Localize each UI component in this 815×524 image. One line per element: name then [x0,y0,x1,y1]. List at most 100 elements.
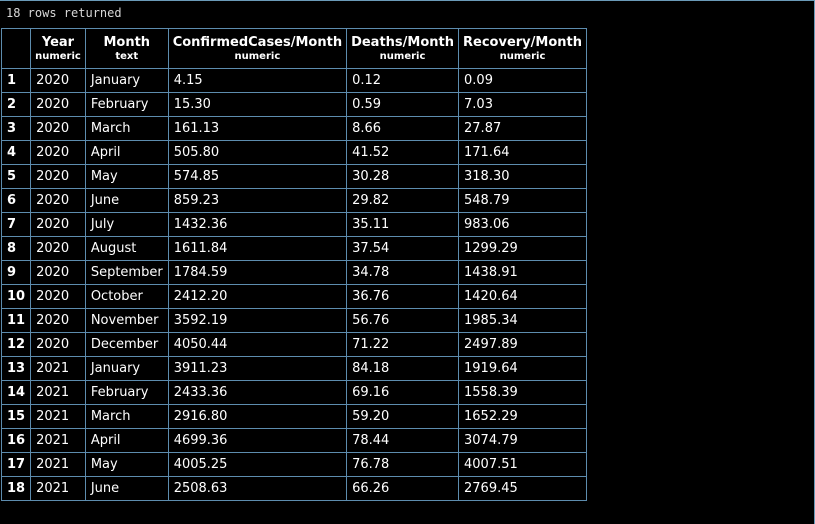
cell-month[interactable]: August [84,236,169,261]
cell-year[interactable]: 2020 [30,116,86,141]
table-row[interactable]: 7 2020 July 1432.36 35.11 983.06 [0,212,587,237]
table-row[interactable]: 3 2020 March 161.13 8.66 27.87 [0,116,587,141]
cell-confirmed-cases[interactable]: 1784.59 [167,260,348,285]
cell-deaths[interactable]: 29.82 [346,188,460,213]
table-row[interactable]: 6 2020 June 859.23 29.82 548.79 [0,188,587,213]
table-row[interactable]: 8 2020 August 1611.84 37.54 1299.29 [0,236,587,261]
column-header-deaths[interactable]: Deaths/Month numeric [346,28,460,69]
cell-deaths[interactable]: 8.66 [346,116,460,141]
cell-deaths[interactable]: 35.11 [346,212,460,237]
table-row[interactable]: 17 2021 May 4005.25 76.78 4007.51 [0,452,587,477]
table-row[interactable]: 2 2020 February 15.30 0.59 7.03 [0,92,587,117]
cell-recovery[interactable]: 2497.89 [458,332,587,357]
cell-year[interactable]: 2021 [30,428,86,453]
cell-month[interactable]: July [84,212,169,237]
cell-confirmed-cases[interactable]: 3911.23 [167,356,348,381]
cell-year[interactable]: 2020 [30,260,86,285]
cell-recovery[interactable]: 3074.79 [458,428,587,453]
table-row[interactable]: 9 2020 September 1784.59 34.78 1438.91 [0,260,587,285]
cell-month[interactable]: June [84,188,169,213]
cell-month[interactable]: November [84,308,169,333]
cell-deaths[interactable]: 34.78 [346,260,460,285]
cell-recovery[interactable]: 1919.64 [458,356,587,381]
cell-year[interactable]: 2020 [30,164,86,189]
cell-confirmed-cases[interactable]: 1611.84 [167,236,348,261]
table-row[interactable]: 14 2021 February 2433.36 69.16 1558.39 [0,380,587,405]
cell-year[interactable]: 2021 [30,452,86,477]
cell-confirmed-cases[interactable]: 1432.36 [167,212,348,237]
table-row[interactable]: 15 2021 March 2916.80 59.20 1652.29 [0,404,587,429]
cell-confirmed-cases[interactable]: 4005.25 [167,452,348,477]
cell-recovery[interactable]: 1420.64 [458,284,587,309]
cell-month[interactable]: February [84,92,169,117]
cell-month[interactable]: April [84,140,169,165]
cell-confirmed-cases[interactable]: 3592.19 [167,308,348,333]
cell-year[interactable]: 2020 [30,140,86,165]
cell-confirmed-cases[interactable]: 161.13 [167,116,348,141]
cell-recovery[interactable]: 318.30 [458,164,587,189]
cell-deaths[interactable]: 76.78 [346,452,460,477]
cell-recovery[interactable]: 1299.29 [458,236,587,261]
cell-year[interactable]: 2020 [30,236,86,261]
cell-confirmed-cases[interactable]: 15.30 [167,92,348,117]
cell-deaths[interactable]: 78.44 [346,428,460,453]
cell-deaths[interactable]: 71.22 [346,332,460,357]
table-row[interactable]: 10 2020 October 2412.20 36.76 1420.64 [0,284,587,309]
cell-month[interactable]: September [84,260,169,285]
cell-year[interactable]: 2020 [30,284,86,309]
cell-year[interactable]: 2020 [30,212,86,237]
cell-recovery[interactable]: 1558.39 [458,380,587,405]
cell-month[interactable]: June [84,476,169,501]
table-row[interactable]: 13 2021 January 3911.23 84.18 1919.64 [0,356,587,381]
column-header-confirmed-cases[interactable]: ConfirmedCases/Month numeric [167,28,348,69]
cell-month[interactable]: February [84,380,169,405]
cell-year[interactable]: 2020 [30,188,86,213]
cell-year[interactable]: 2020 [30,332,86,357]
cell-recovery[interactable]: 2769.45 [458,476,587,501]
cell-recovery[interactable]: 0.09 [458,68,587,93]
cell-year[interactable]: 2020 [30,68,86,93]
cell-deaths[interactable]: 41.52 [346,140,460,165]
cell-year[interactable]: 2021 [30,380,86,405]
cell-month[interactable]: December [84,332,169,357]
column-header-year[interactable]: Year numeric [30,28,86,69]
cell-deaths[interactable]: 59.20 [346,404,460,429]
cell-recovery[interactable]: 171.64 [458,140,587,165]
cell-confirmed-cases[interactable]: 574.85 [167,164,348,189]
cell-deaths[interactable]: 56.76 [346,308,460,333]
cell-recovery[interactable]: 548.79 [458,188,587,213]
cell-year[interactable]: 2020 [30,308,86,333]
cell-confirmed-cases[interactable]: 4050.44 [167,332,348,357]
cell-deaths[interactable]: 84.18 [346,356,460,381]
cell-month[interactable]: March [84,116,169,141]
cell-year[interactable]: 2021 [30,476,86,501]
cell-month[interactable]: May [84,452,169,477]
cell-recovery[interactable]: 7.03 [458,92,587,117]
cell-deaths[interactable]: 69.16 [346,380,460,405]
cell-recovery[interactable]: 27.87 [458,116,587,141]
cell-confirmed-cases[interactable]: 4699.36 [167,428,348,453]
table-row[interactable]: 12 2020 December 4050.44 71.22 2497.89 [0,332,587,357]
cell-month[interactable]: March [84,404,169,429]
cell-confirmed-cases[interactable]: 505.80 [167,140,348,165]
cell-deaths[interactable]: 0.12 [346,68,460,93]
cell-confirmed-cases[interactable]: 2433.36 [167,380,348,405]
cell-recovery[interactable]: 983.06 [458,212,587,237]
cell-year[interactable]: 2021 [30,404,86,429]
cell-confirmed-cases[interactable]: 2916.80 [167,404,348,429]
table-row[interactable]: 11 2020 November 3592.19 56.76 1985.34 [0,308,587,333]
table-row[interactable]: 5 2020 May 574.85 30.28 318.30 [0,164,587,189]
cell-deaths[interactable]: 30.28 [346,164,460,189]
cell-month[interactable]: April [84,428,169,453]
cell-confirmed-cases[interactable]: 2508.63 [167,476,348,501]
table-row[interactable]: 4 2020 April 505.80 41.52 171.64 [0,140,587,165]
cell-confirmed-cases[interactable]: 2412.20 [167,284,348,309]
cell-year[interactable]: 2021 [30,356,86,381]
table-row[interactable]: 18 2021 June 2508.63 66.26 2769.45 [0,476,587,501]
cell-deaths[interactable]: 36.76 [346,284,460,309]
cell-deaths[interactable]: 66.26 [346,476,460,501]
table-row[interactable]: 1 2020 January 4.15 0.12 0.09 [0,68,587,93]
cell-confirmed-cases[interactable]: 4.15 [167,68,348,93]
cell-recovery[interactable]: 1438.91 [458,260,587,285]
cell-confirmed-cases[interactable]: 859.23 [167,188,348,213]
